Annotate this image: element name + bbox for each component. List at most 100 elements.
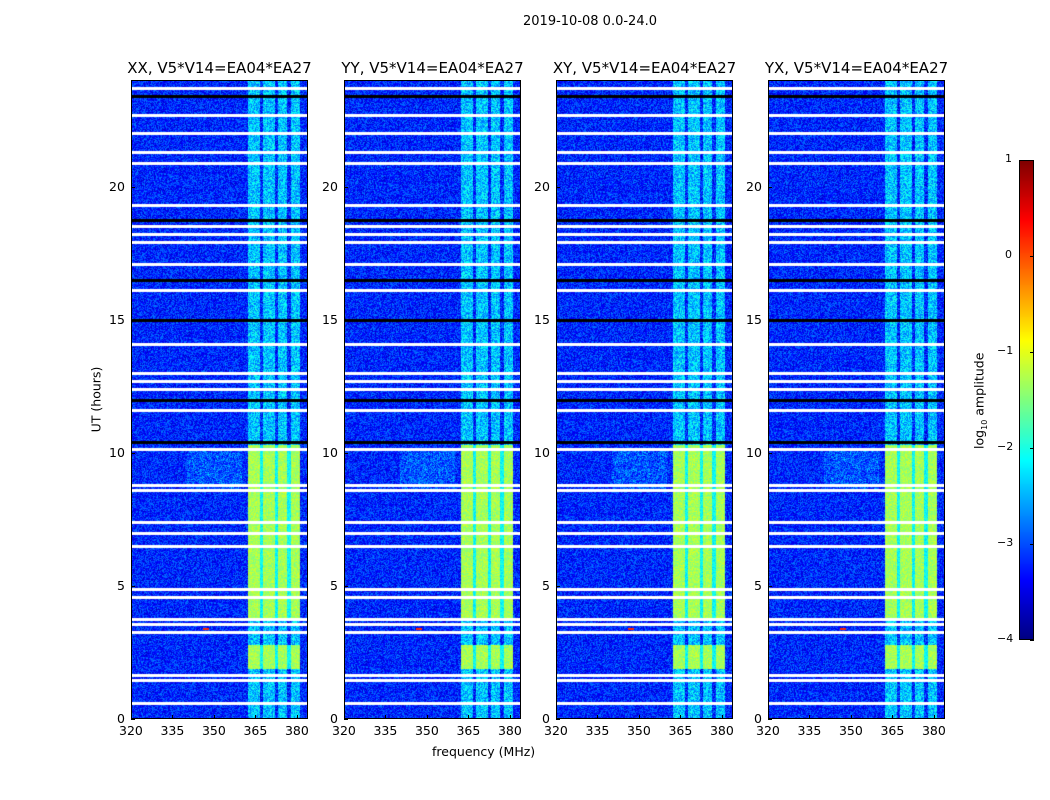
y-tick-label: 15 bbox=[322, 311, 338, 327]
y-tick-mark bbox=[131, 719, 135, 720]
x-tick-label: 335 bbox=[160, 723, 185, 738]
x-tick-mark bbox=[768, 715, 769, 719]
x-tick-label: 365 bbox=[880, 723, 905, 738]
x-tick-label: 350 bbox=[201, 723, 226, 738]
y-tick-label: 0 bbox=[117, 711, 125, 726]
x-tick-label: 335 bbox=[373, 723, 398, 738]
colorbar-tick-mark bbox=[1030, 160, 1034, 161]
colorbar-tick-mark bbox=[1030, 640, 1034, 641]
x-tick-label: 380 bbox=[709, 723, 734, 738]
colorbar-label: log10 amplitude bbox=[971, 336, 989, 466]
x-tick-mark bbox=[296, 715, 298, 719]
y-tick-label: 10 bbox=[746, 444, 762, 460]
x-tick-mark bbox=[426, 715, 428, 719]
colorbar-tick-label: −1 bbox=[997, 344, 1014, 357]
x-tick-mark bbox=[344, 715, 345, 719]
x-tick-label: 350 bbox=[626, 723, 651, 738]
x-tick-mark bbox=[172, 715, 174, 719]
panel-title: YX, V5*V14=EA04*EA27 bbox=[764, 59, 949, 77]
colorbar-tick-label: −2 bbox=[997, 440, 1014, 453]
plot-frame bbox=[131, 80, 308, 719]
waterfall-heatmap-3 bbox=[556, 80, 733, 719]
colorbar-tick-label: 1 bbox=[1005, 152, 1012, 165]
y-tick-label: 15 bbox=[534, 311, 550, 327]
x-tick-mark bbox=[933, 715, 935, 719]
colorbar-frame bbox=[1019, 160, 1034, 640]
y-axis-label: UT (hours) bbox=[88, 366, 104, 433]
x-tick-mark bbox=[680, 715, 682, 719]
x-axis-label: frequency (MHz) bbox=[432, 744, 536, 759]
y-tick-label: 5 bbox=[330, 577, 338, 593]
y-tick-mark bbox=[344, 186, 348, 188]
y-tick-mark bbox=[131, 585, 135, 587]
colorbar-tick-label: 0 bbox=[1005, 248, 1012, 261]
y-tick-mark bbox=[768, 319, 772, 321]
x-tick-mark bbox=[556, 715, 557, 719]
x-tick-label: 320 bbox=[544, 723, 568, 738]
x-tick-mark bbox=[131, 715, 132, 719]
x-tick-label: 350 bbox=[838, 723, 863, 738]
x-tick-label: 335 bbox=[585, 723, 610, 738]
y-tick-mark bbox=[131, 319, 135, 321]
y-tick-label: 0 bbox=[542, 711, 550, 726]
y-tick-mark bbox=[556, 186, 560, 188]
x-tick-label: 380 bbox=[921, 723, 946, 738]
colorbar-tick-label: −4 bbox=[997, 632, 1014, 645]
x-tick-label: 320 bbox=[756, 723, 780, 738]
y-tick-mark bbox=[768, 585, 772, 587]
colorbar-tick-mark bbox=[1030, 352, 1034, 353]
y-tick-label: 0 bbox=[330, 711, 338, 726]
colorbar-label-sub: 10 bbox=[979, 419, 989, 430]
colorbar-label-rest: amplitude bbox=[971, 352, 987, 420]
figure-title: 2019-10-08 0.0-24.0 bbox=[523, 14, 657, 29]
y-tick-mark bbox=[556, 719, 560, 720]
x-tick-mark bbox=[255, 715, 257, 719]
x-tick-mark bbox=[638, 715, 640, 719]
x-tick-mark bbox=[597, 715, 599, 719]
x-tick-label: 320 bbox=[119, 723, 143, 738]
y-tick-mark bbox=[556, 452, 560, 454]
colorbar bbox=[1019, 160, 1034, 640]
y-tick-label: 20 bbox=[109, 178, 125, 194]
panel-title: XX, V5*V14=EA04*EA27 bbox=[127, 59, 312, 77]
y-tick-label: 10 bbox=[534, 444, 550, 460]
x-tick-label: 335 bbox=[797, 723, 822, 738]
colorbar-tick-mark bbox=[1030, 448, 1034, 449]
y-tick-label: 10 bbox=[322, 444, 338, 460]
y-tick-mark bbox=[344, 719, 348, 720]
x-tick-label: 365 bbox=[456, 723, 481, 738]
colorbar-tick-label: −3 bbox=[997, 536, 1014, 549]
colorbar-tick-mark bbox=[1030, 544, 1034, 545]
plot-frame bbox=[556, 80, 733, 719]
x-tick-mark bbox=[213, 715, 215, 719]
x-tick-label: 320 bbox=[332, 723, 356, 738]
y-tick-label: 5 bbox=[754, 577, 762, 593]
y-tick-mark bbox=[768, 186, 772, 188]
y-tick-mark bbox=[768, 719, 772, 720]
y-tick-mark bbox=[768, 452, 772, 454]
panel-title: YY, V5*V14=EA04*EA27 bbox=[341, 59, 524, 77]
y-tick-label: 15 bbox=[109, 311, 125, 327]
x-tick-label: 365 bbox=[668, 723, 693, 738]
panel-title: XY, V5*V14=EA04*EA27 bbox=[552, 59, 737, 77]
plot-frame bbox=[344, 80, 521, 719]
y-tick-label: 15 bbox=[746, 311, 762, 327]
y-tick-mark bbox=[344, 585, 348, 587]
x-tick-mark bbox=[892, 715, 894, 719]
y-tick-label: 5 bbox=[542, 577, 550, 593]
y-tick-label: 20 bbox=[746, 178, 762, 194]
waterfall-heatmap-2 bbox=[344, 80, 521, 719]
y-tick-mark bbox=[131, 452, 135, 454]
x-tick-mark bbox=[721, 715, 723, 719]
y-tick-label: 0 bbox=[754, 711, 762, 726]
x-tick-label: 350 bbox=[414, 723, 439, 738]
y-tick-mark bbox=[344, 319, 348, 321]
x-tick-mark bbox=[850, 715, 852, 719]
y-tick-label: 20 bbox=[322, 178, 338, 194]
x-tick-mark bbox=[385, 715, 387, 719]
x-tick-mark bbox=[468, 715, 470, 719]
colorbar-tick-mark bbox=[1030, 256, 1034, 257]
waterfall-heatmap-4 bbox=[768, 80, 945, 719]
x-tick-mark bbox=[809, 715, 811, 719]
